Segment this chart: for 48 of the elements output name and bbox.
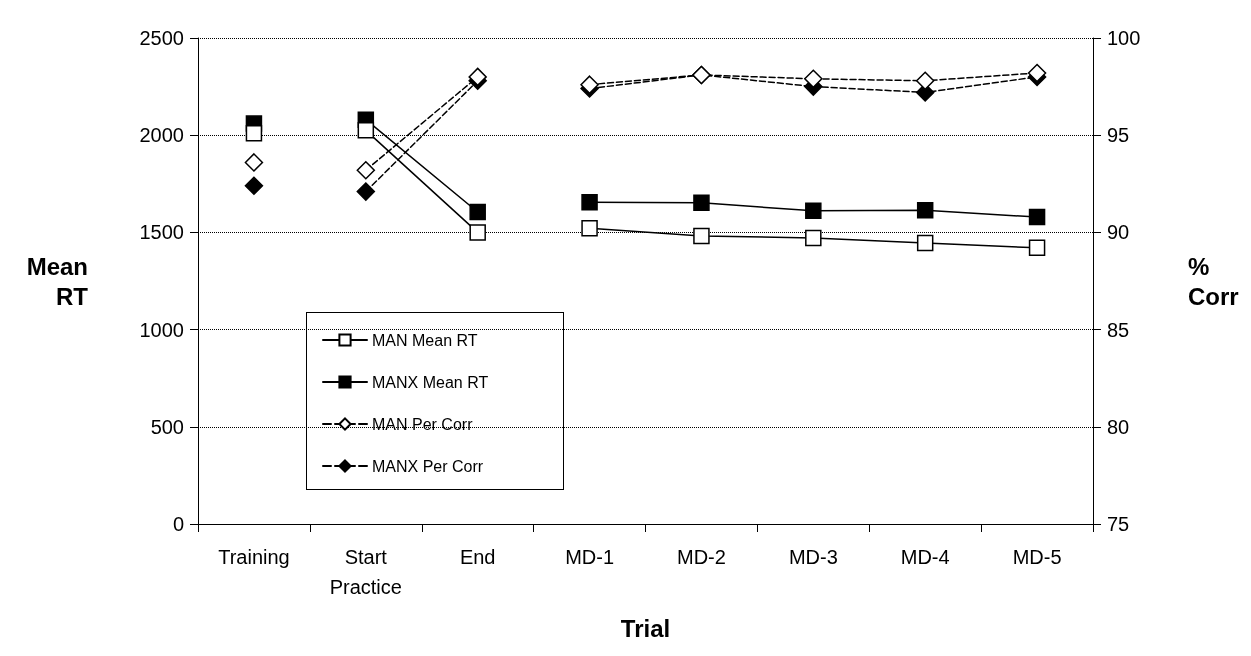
y2-tick-label: 90 <box>1107 221 1130 244</box>
legend-label: MAN Mean RT <box>372 331 478 349</box>
y-axis-title: Mean RT <box>26 252 89 310</box>
point <box>469 224 486 241</box>
x-tick-label: Start Practice <box>329 546 402 598</box>
x-tick-label: MD-4 <box>900 546 950 568</box>
point <box>804 69 823 89</box>
point <box>580 75 599 94</box>
point <box>1028 239 1046 257</box>
point <box>693 194 710 212</box>
y2-tick-label: 95 <box>1107 124 1130 147</box>
point <box>805 229 822 247</box>
x-axis-title: Trial <box>620 614 671 642</box>
point <box>469 203 486 221</box>
point <box>244 153 264 172</box>
y-tick-label: 500 <box>150 415 184 438</box>
y2-axis-title: % Corr <box>1188 252 1239 310</box>
point <box>357 122 375 139</box>
legend-label: MANX Per Corr <box>372 457 484 475</box>
x-tick-label: End <box>459 546 496 568</box>
y-tick-label: 0 <box>172 513 184 535</box>
point <box>693 227 710 245</box>
point <box>245 125 263 142</box>
x-tick-label: MD-2 <box>676 546 726 568</box>
y2-tick-label: 85 <box>1107 318 1130 341</box>
point <box>1028 208 1046 226</box>
point <box>468 67 487 87</box>
y2-tick-label: 75 <box>1107 513 1130 535</box>
point <box>244 176 264 195</box>
point <box>915 71 935 91</box>
point <box>805 202 822 220</box>
point <box>356 160 376 180</box>
point <box>581 194 598 211</box>
point <box>356 182 376 201</box>
x-tick-label: MD-1 <box>565 546 615 568</box>
y-tick-label: 2500 <box>139 27 184 49</box>
x-tick-label: MD-5 <box>1012 546 1062 568</box>
y2-tick-label: 100 <box>1107 27 1141 49</box>
x-tick-label: MD-3 <box>788 546 838 568</box>
y-tick-label: 1500 <box>139 221 184 244</box>
legend-label: MANX Mean RT <box>372 373 489 391</box>
y2-tick-label: 80 <box>1107 415 1130 438</box>
x-tick-label: Training <box>218 546 290 568</box>
point <box>916 234 934 252</box>
y-tick-label: 2000 <box>139 124 184 147</box>
y-tick-label: 1000 <box>139 318 184 341</box>
point <box>581 220 598 237</box>
point <box>916 201 934 219</box>
